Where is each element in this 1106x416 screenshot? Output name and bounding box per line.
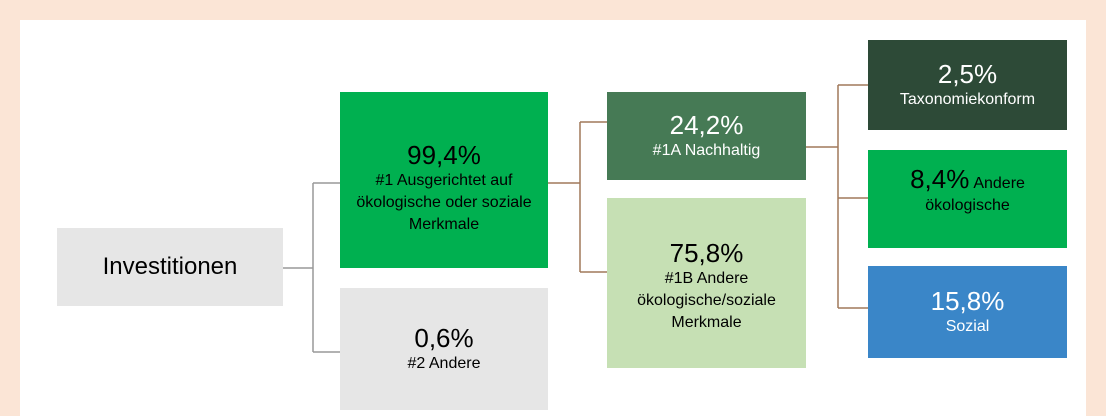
node-box: 75,8% #1B Andere ökologische/soziale Merk…	[607, 198, 806, 368]
node-label: Taxonomiekonform	[899, 91, 1036, 108]
value-row: 8,4% Andere ökologische	[898, 164, 1037, 217]
node-label: Investitionen	[102, 253, 238, 280]
node-value: 2,5%	[937, 59, 998, 89]
node-box: 2,5% Taxonomiekonform	[868, 40, 1067, 130]
node-value: 75,8%	[669, 238, 744, 268]
node-label: Sozial	[945, 318, 990, 335]
node-box: 99,4% #1 Ausgerichtet auf ökologische ode…	[340, 92, 548, 268]
connector	[548, 121, 607, 273]
node-box: 24,2% #1A Nachhaltig	[607, 92, 806, 180]
node-label: Andere ökologische	[925, 175, 1025, 214]
node-value: 15,8%	[930, 286, 1005, 316]
node-box: 15,8% Sozial	[868, 266, 1067, 358]
node-label: #1A Nachhaltig	[652, 142, 761, 159]
connector	[283, 182, 340, 353]
node-value: 0,6%	[414, 323, 474, 353]
node-box: 8,4% Andere ökologische	[868, 150, 1067, 248]
node-value: 99,4%	[407, 140, 481, 170]
node-box: 0,6% #2 Andere	[340, 288, 548, 410]
node-label: #1B Andere ökologische/soziale Merkmale	[637, 270, 776, 331]
node-box: Investitionen	[57, 228, 283, 306]
node-label: #2 Andere	[407, 355, 481, 372]
node-value: 8,4%	[910, 164, 970, 194]
node-label: #1 Ausgerichtet auf ökologische oder soz…	[356, 172, 532, 233]
connector	[806, 84, 868, 309]
node-value: 24,2%	[669, 110, 744, 140]
